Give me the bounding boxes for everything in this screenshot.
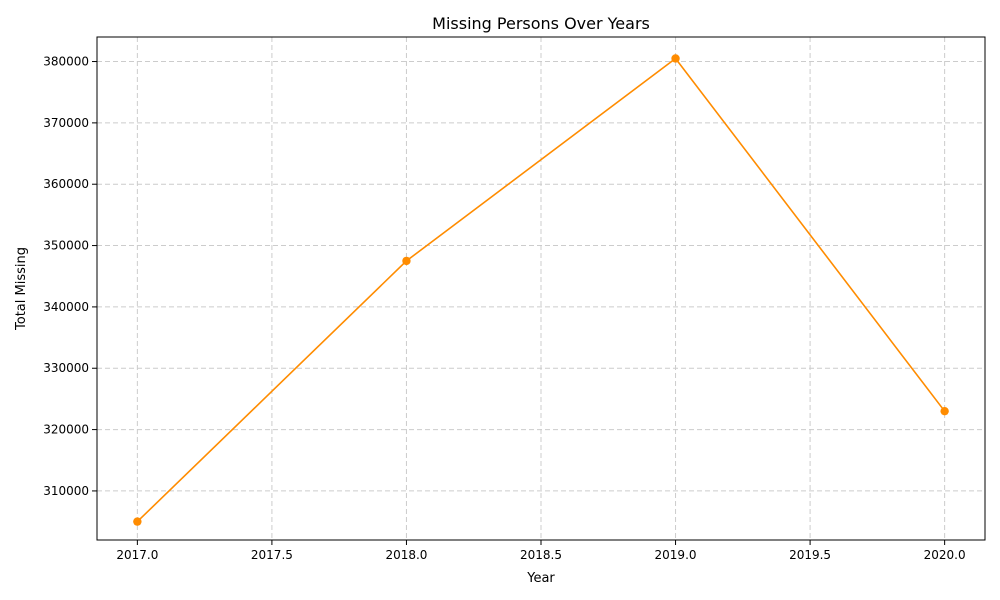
y-axis: 310000 320000 330000 340000 350000 360000 3700… [43, 55, 97, 498]
y-tick-label: 350000 [43, 239, 89, 253]
y-tick-label: 370000 [43, 116, 89, 130]
grid-lines [97, 37, 985, 540]
y-axis-label: Total Missing [14, 247, 29, 331]
y-tick-label: 380000 [43, 55, 89, 69]
y-tick-label: 320000 [43, 423, 89, 437]
x-axis: 2017.0 2017.5 2018.0 2018.5 2019.0 2019.5 2020… [116, 540, 966, 562]
x-tick-label: 2020.0 [924, 548, 966, 562]
y-tick-label: 330000 [43, 361, 89, 375]
y-tick-label: 340000 [43, 300, 89, 314]
chart-title: Missing Persons Over Years [432, 14, 650, 33]
y-tick-label: 360000 [43, 177, 89, 191]
y-tick-label: 310000 [43, 484, 89, 498]
x-tick-label: 2018.5 [520, 548, 562, 562]
data-point [671, 54, 680, 63]
plot-area [133, 54, 949, 526]
data-point [940, 406, 949, 416]
x-tick-label: 2019.5 [789, 548, 831, 562]
data-point [133, 517, 142, 526]
x-tick-label: 2019.0 [655, 548, 697, 562]
x-tick-label: 2017.5 [251, 548, 293, 562]
x-axis-label: Year [526, 571, 555, 586]
x-tick-label: 2017.0 [116, 548, 158, 562]
series-line [136, 57, 946, 523]
x-tick-label: 2018.0 [385, 548, 427, 562]
data-point [402, 256, 411, 266]
